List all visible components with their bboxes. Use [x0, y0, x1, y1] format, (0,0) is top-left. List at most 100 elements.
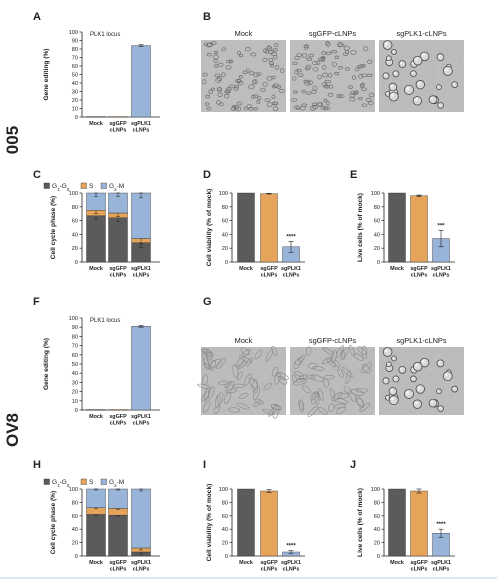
cell-mark [338, 65, 343, 70]
cell-mark [388, 91, 399, 102]
cell-mark [305, 346, 312, 356]
cell-mark [324, 79, 331, 84]
cell-mark [428, 398, 438, 408]
y-tick-label: 0 [225, 260, 228, 266]
cell-mark [363, 46, 369, 52]
cell-mark [294, 370, 305, 378]
cell-cycle-chart: 0 20 40 60 80 100 Cell cycle phase (%) Mock sgGF… [43, 182, 160, 279]
cell-mark [214, 63, 219, 68]
cell-mark [268, 57, 274, 63]
cell-mark [274, 65, 280, 70]
cell-mark [239, 54, 244, 58]
cell-mark [320, 105, 325, 110]
cell-mark [317, 102, 324, 107]
panel-annotation: PLK1 locus [90, 32, 120, 38]
cell-highlight [438, 103, 441, 106]
bar [131, 326, 151, 411]
cell-mark [388, 82, 398, 92]
cell-mark [302, 53, 308, 59]
cell-mark [392, 70, 400, 78]
cell-mark [303, 79, 310, 84]
cell-mark [310, 374, 325, 382]
cell-mark [203, 363, 213, 369]
cell-viability-chart: 0 20 40 60 80 100 Cell viability (% of mock) Mo… [206, 484, 305, 573]
cell-mark [301, 385, 311, 394]
bar [260, 193, 278, 263]
stack-segment [86, 215, 106, 263]
cell-mark [206, 52, 212, 57]
y-tick-label: 40 [374, 232, 380, 238]
x-category-label: Mock [89, 121, 103, 127]
cell-mark [312, 85, 318, 91]
cell-mark [256, 99, 261, 104]
cell-mark [382, 72, 390, 80]
cell-mark [221, 47, 226, 52]
stack-segment [108, 488, 128, 509]
x-category-label: cLNPs [133, 128, 150, 134]
cell-mark [337, 42, 343, 48]
panel-letter: J [350, 459, 356, 471]
cell-mark [262, 408, 275, 415]
y-tick-label: 100 [69, 316, 78, 322]
x-category-label: Mock [89, 414, 103, 420]
x-category-label: cLNPs [133, 421, 150, 427]
cell-mark [250, 52, 257, 57]
cell-highlight [390, 93, 395, 97]
x-category-label: cLNPs [411, 273, 428, 279]
x-category-label: sgPLK1 [131, 121, 151, 127]
cell-highlight [414, 57, 418, 61]
x-category-label: sgPLK1 [281, 266, 301, 272]
x-category-label: sgPLK1 [431, 266, 451, 272]
y-tick-label: 80 [72, 334, 78, 340]
cell-mark [266, 102, 273, 108]
panel-letter: D [203, 169, 211, 181]
y-tick-label: 60 [72, 353, 78, 359]
cell-mark [361, 362, 372, 374]
cell-mark [357, 346, 367, 356]
cell-highlight [390, 84, 394, 88]
cell-highlight [452, 387, 455, 390]
cell-mark [307, 362, 318, 369]
cell-mark [226, 60, 232, 64]
bar [260, 490, 278, 557]
cell-mark [202, 72, 208, 77]
cell-mark [328, 403, 335, 412]
cell-highlight [437, 389, 440, 392]
cell-mark [218, 102, 224, 107]
cell-mark [210, 41, 217, 45]
cell-mark [333, 398, 349, 404]
cell-mark [437, 405, 444, 412]
cell-mark [345, 370, 351, 385]
y-tick-label: 80 [222, 205, 228, 211]
cell-mark [333, 359, 341, 368]
legend-label: G2-M [109, 479, 124, 488]
cell-mark [216, 76, 223, 81]
cell-mark [451, 81, 458, 89]
stack-segment [131, 192, 151, 239]
cell-mark [213, 50, 218, 55]
y-tick-label: 0 [75, 554, 78, 560]
cell-mark [292, 61, 298, 66]
cell-highlight [387, 56, 389, 59]
cell-mark [412, 96, 423, 106]
cell-mark [386, 361, 392, 368]
cell-mark [322, 72, 329, 78]
cell-mark [237, 360, 247, 370]
legend-swatch [80, 182, 87, 189]
y-tick-label: 50 [72, 362, 78, 368]
cell-mark [412, 361, 423, 372]
cell-mark [360, 82, 365, 87]
cell-highlight [438, 54, 441, 58]
cell-mark [236, 79, 242, 83]
cell-viability-chart: 0 20 40 60 80 100 Cell viability (% of mock) Mo… [206, 189, 305, 279]
cell-mark [356, 398, 365, 407]
cell-mark [338, 94, 345, 98]
cell-mark [274, 372, 281, 385]
panel-letter: F [33, 296, 40, 308]
bar [410, 490, 428, 557]
cell-mark [270, 51, 277, 57]
cell-mark [216, 87, 223, 93]
cell-mark [272, 106, 279, 112]
cell-mark [277, 376, 288, 385]
